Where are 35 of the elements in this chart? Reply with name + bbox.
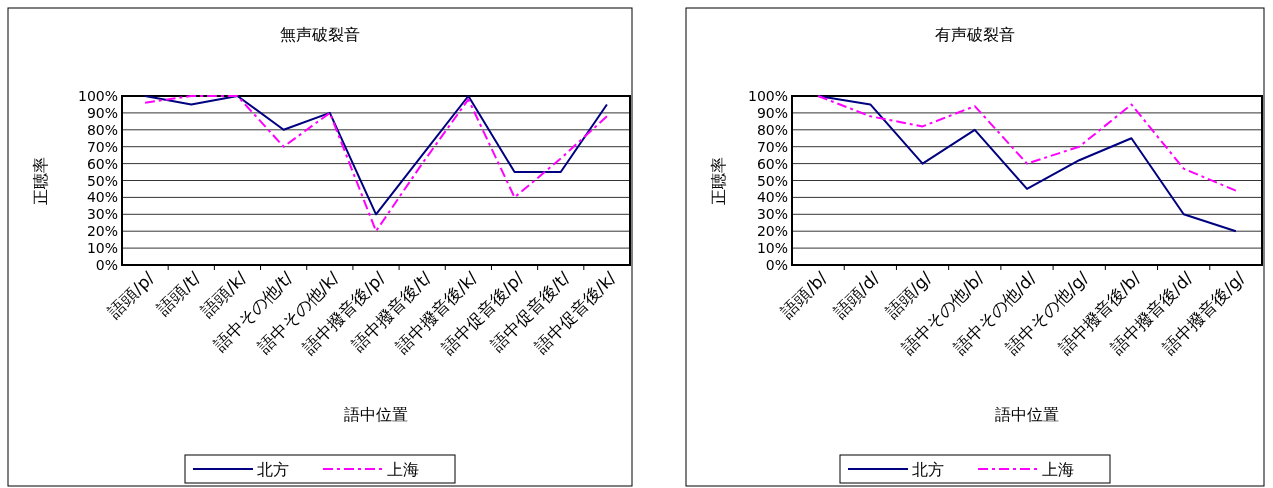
- y-tick-label: 10%: [86, 240, 118, 257]
- legend-label: 上海: [387, 460, 419, 479]
- legend-label: 上海: [1042, 460, 1074, 479]
- y-tick-label: 60%: [756, 155, 788, 172]
- y-tick-label: 80%: [756, 121, 788, 138]
- line-series: [817, 95, 1237, 192]
- chart-title: 無声破裂音: [280, 25, 360, 44]
- y-tick-label: 100%: [747, 88, 788, 104]
- y-tick-label: 0%: [95, 257, 118, 273]
- y-tick-label: 20%: [756, 223, 788, 240]
- y-tick-label: 30%: [86, 206, 118, 223]
- y-tick-label: 10%: [756, 240, 788, 257]
- y-tick-label: 30%: [756, 206, 788, 223]
- y-tick-label: 70%: [86, 138, 118, 155]
- y-tick-label: 0%: [765, 257, 788, 273]
- legend-label: 北方: [912, 460, 944, 479]
- y-tick-label: 40%: [756, 189, 788, 206]
- y-tick-label: 80%: [86, 121, 118, 138]
- legend-label: 北方: [257, 460, 289, 479]
- y-tick-label: 60%: [86, 155, 118, 172]
- y-tick-label: 50%: [86, 172, 118, 189]
- x-axis-title: 語中位置: [344, 405, 408, 424]
- y-axis-title: 正聴率: [709, 156, 728, 205]
- x-axis-title: 語中位置: [995, 405, 1059, 424]
- y-tick-label: 50%: [756, 172, 788, 189]
- y-tick-label: 90%: [86, 104, 118, 121]
- y-tick-label: 20%: [86, 223, 118, 240]
- chart-title: 有声破裂音: [935, 25, 1015, 44]
- y-axis-title: 正聴率: [31, 156, 50, 205]
- y-tick-label: 100%: [77, 88, 118, 104]
- y-tick-label: 40%: [86, 189, 118, 206]
- line-series: [817, 95, 1237, 233]
- y-tick-label: 90%: [756, 104, 788, 121]
- y-tick-label: 70%: [756, 138, 788, 155]
- x-tick-label: 語頭/d/: [829, 267, 884, 322]
